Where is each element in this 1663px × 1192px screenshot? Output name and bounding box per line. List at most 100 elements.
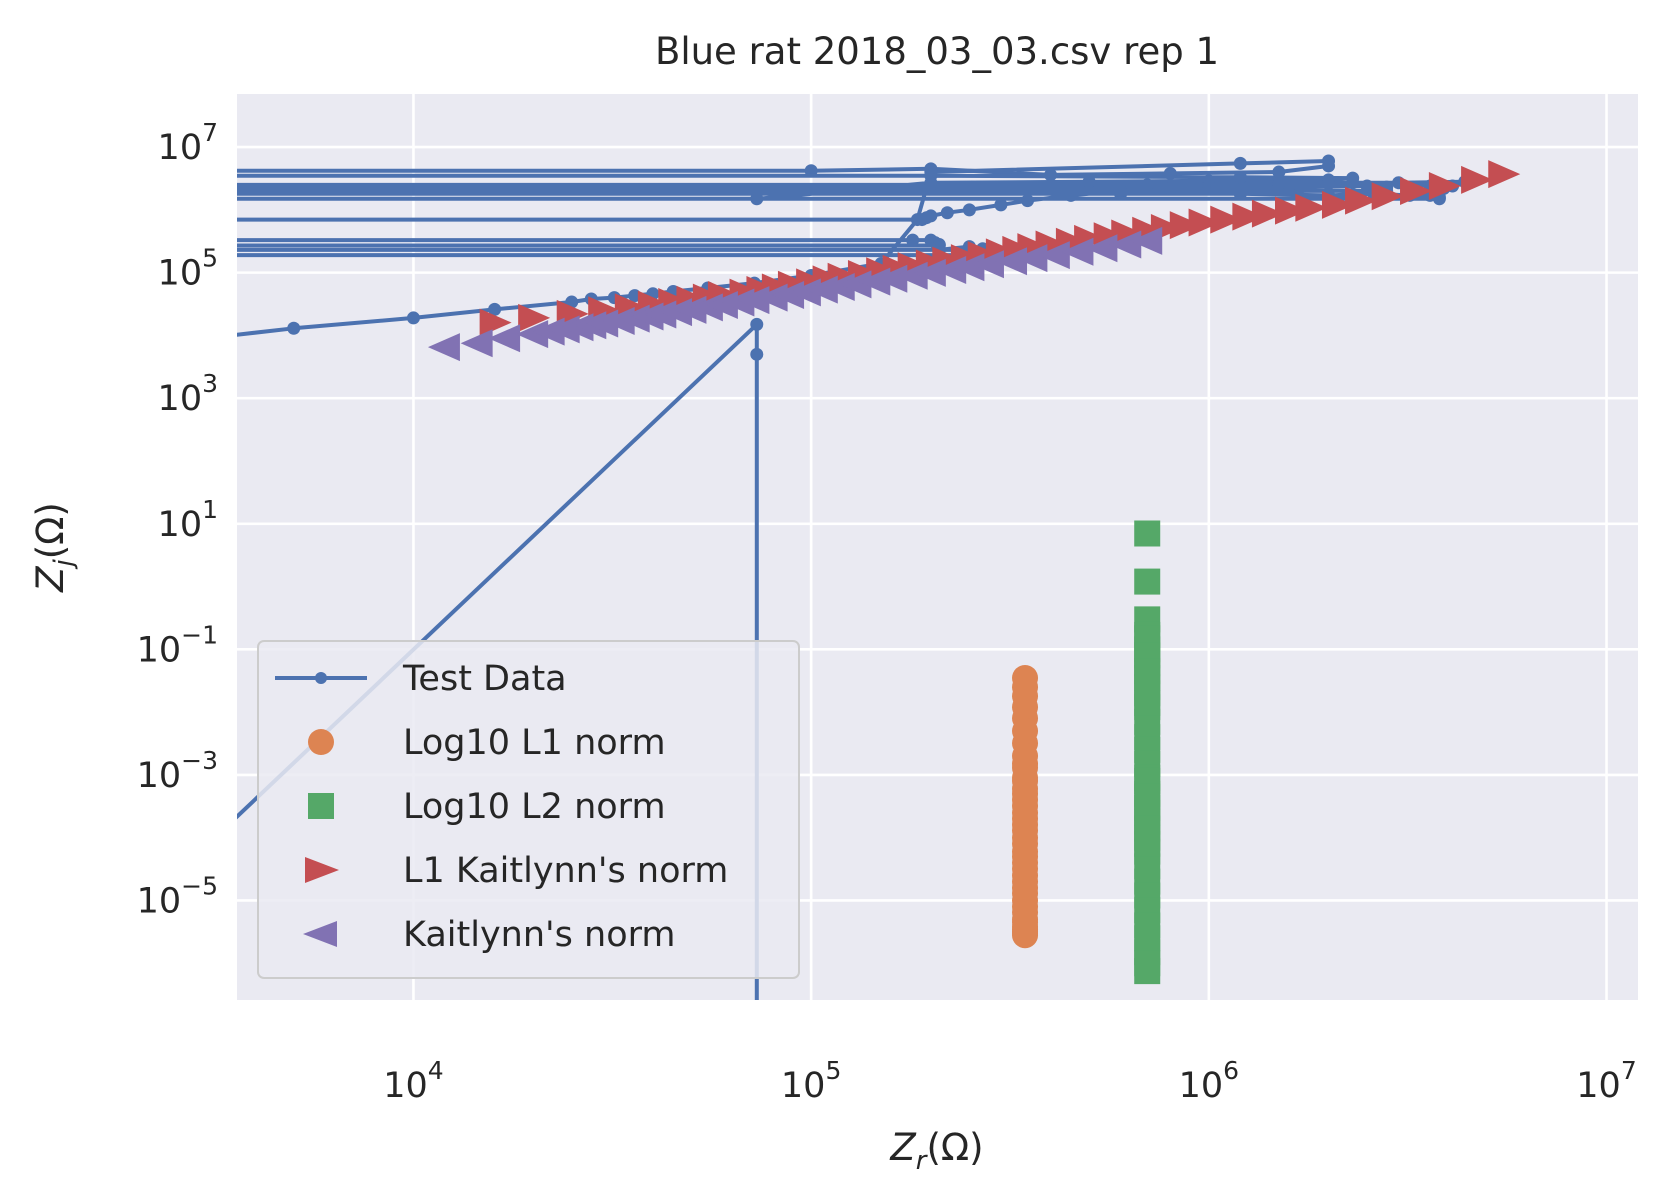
data-point xyxy=(804,164,818,178)
data-point xyxy=(1322,159,1336,173)
data-point xyxy=(839,270,872,299)
data-point xyxy=(1275,196,1308,225)
legend-label: Kaitlynn's norm xyxy=(403,915,675,955)
data-point xyxy=(1202,179,1216,193)
data-point xyxy=(1130,226,1163,255)
data-point xyxy=(995,247,1028,276)
data-point xyxy=(971,250,1004,279)
y-tick-label: 107 xyxy=(158,118,218,168)
data-point xyxy=(561,313,594,342)
data-point xyxy=(1163,166,1177,180)
data-point xyxy=(1488,160,1521,189)
data-point xyxy=(1233,187,1247,201)
data-point xyxy=(1188,208,1221,237)
data-point xyxy=(1021,194,1035,208)
data-point xyxy=(1232,202,1265,231)
data-point xyxy=(674,295,707,324)
data-point xyxy=(1272,165,1286,179)
legend-item-test-data: Test Data xyxy=(275,659,567,699)
y-tick-label: 101 xyxy=(158,495,218,545)
data-point xyxy=(913,258,946,287)
data-point xyxy=(1400,176,1433,205)
legend-label: Test Data xyxy=(402,659,567,699)
legend-label: L1 Kaitlynn's norm xyxy=(403,851,728,891)
data-point xyxy=(755,283,788,312)
data-point xyxy=(924,176,938,190)
data-point xyxy=(516,320,549,349)
data-point xyxy=(1233,156,1247,170)
legend-label: Log10 L2 norm xyxy=(403,787,666,827)
x-axis-label: Zr(Ω) xyxy=(889,1126,983,1176)
data-point xyxy=(602,306,635,335)
series-kaitlynn-s-norm xyxy=(427,226,1163,362)
data-point xyxy=(617,304,650,333)
data-point xyxy=(722,288,755,317)
data-point xyxy=(1428,171,1461,200)
data-point xyxy=(952,253,985,282)
series-log10-l2-norm xyxy=(1134,520,1161,985)
legend-item-log10-l1-norm: Log10 L1 norm xyxy=(308,723,666,763)
legend-square-icon xyxy=(308,793,334,819)
data-point xyxy=(1163,181,1177,195)
data-point xyxy=(875,264,908,293)
data-point xyxy=(1012,922,1039,949)
data-point xyxy=(805,275,838,304)
data-point xyxy=(822,273,855,302)
data-point xyxy=(1345,186,1378,215)
data-point xyxy=(750,192,764,206)
data-point xyxy=(1134,520,1161,547)
legend-point-icon xyxy=(315,672,327,684)
series-layer xyxy=(199,154,1521,1000)
legend-triangle-left-icon xyxy=(303,921,337,947)
data-point xyxy=(479,308,512,337)
data-point xyxy=(737,286,770,315)
data-point xyxy=(994,198,1008,212)
data-point xyxy=(1272,177,1286,191)
y-tick-label: 103 xyxy=(158,369,218,419)
data-point xyxy=(788,278,821,307)
series-log10-l1-norm xyxy=(1012,664,1039,949)
data-point xyxy=(1233,170,1247,184)
legend-item-kaitlynns-norm: Kaitlynn's norm xyxy=(303,915,675,955)
x-tick-label: 106 xyxy=(1179,1056,1239,1106)
data-point xyxy=(772,281,805,310)
data-point xyxy=(1015,244,1048,273)
data-point xyxy=(644,300,677,329)
data-point xyxy=(705,291,738,320)
data-point xyxy=(1321,190,1354,219)
data-point xyxy=(1322,177,1336,191)
data-point xyxy=(287,321,301,335)
legend-triangle-right-icon xyxy=(305,857,339,883)
data-point xyxy=(518,303,551,332)
data-point xyxy=(199,332,212,345)
y-tick-label: 10−5 xyxy=(137,871,218,921)
data-point xyxy=(750,347,764,361)
data-point xyxy=(1293,180,1307,194)
data-point xyxy=(858,267,891,296)
data-point xyxy=(934,256,967,285)
data-point xyxy=(1134,958,1161,985)
data-point xyxy=(906,233,920,247)
data-point xyxy=(1085,234,1118,263)
data-point xyxy=(460,329,493,358)
legend-item-log10-l2-norm: Log10 L2 norm xyxy=(308,787,666,827)
y-axis-label: Zj(Ω) xyxy=(29,502,79,593)
data-point xyxy=(1295,193,1328,222)
data-point xyxy=(1371,182,1404,211)
data-point xyxy=(1109,230,1142,259)
data-point xyxy=(1037,241,1070,270)
data-point xyxy=(547,315,580,344)
data-point xyxy=(690,293,723,322)
data-point xyxy=(406,311,420,325)
y-tick-label: 10−3 xyxy=(137,746,218,796)
data-point xyxy=(427,333,460,362)
data-point xyxy=(962,203,976,217)
y-tick-label: 105 xyxy=(158,244,218,294)
data-point xyxy=(1346,176,1360,190)
data-point xyxy=(1044,168,1058,182)
data-point xyxy=(1061,237,1094,266)
y-tick-labels: 10−5 10−3 10−1 101 103 105 107 xyxy=(137,118,218,921)
data-point xyxy=(915,213,929,227)
y-tick-label: 10−1 xyxy=(137,620,218,670)
